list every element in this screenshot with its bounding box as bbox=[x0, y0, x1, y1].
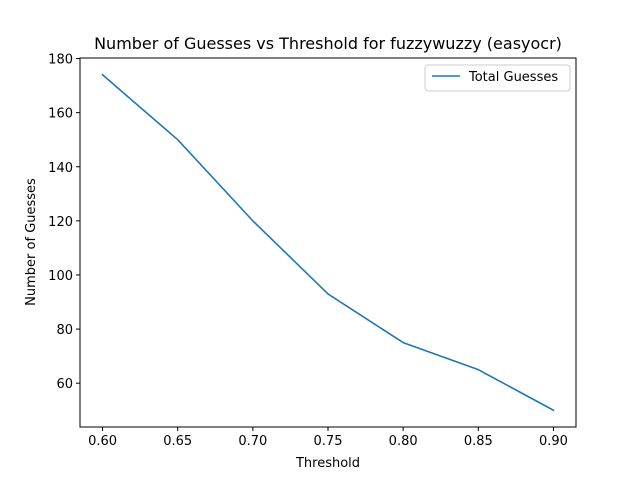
plot-area-frame bbox=[79, 57, 577, 428]
y-tick-label: 140 bbox=[48, 161, 73, 176]
x-axis-ticks: 0.60 0.65 0.70 0.75 0.80 0.85 0.90 bbox=[88, 427, 568, 449]
x-axis-label: Threshold bbox=[295, 456, 360, 471]
x-tick-label: 0.80 bbox=[389, 434, 418, 449]
y-axis-ticks: 60 80 100 120 140 160 180 bbox=[48, 53, 80, 392]
x-tick-label: 0.60 bbox=[88, 434, 117, 449]
y-tick-label: 180 bbox=[48, 53, 73, 68]
legend: Total Guesses bbox=[424, 64, 571, 92]
x-tick-label: 0.65 bbox=[163, 434, 192, 449]
y-tick-label: 60 bbox=[56, 377, 73, 392]
x-tick-label: 0.85 bbox=[464, 434, 493, 449]
x-tick-label: 0.70 bbox=[238, 434, 267, 449]
chart-title: Number of Guesses vs Threshold for fuzzy… bbox=[94, 34, 562, 53]
series-layer bbox=[101, 73, 555, 412]
y-tick-label: 120 bbox=[48, 215, 73, 230]
legend-label: Total Guesses bbox=[468, 70, 558, 85]
y-axis-label: Number of Guesses bbox=[24, 178, 39, 306]
x-tick-label: 0.90 bbox=[539, 434, 568, 449]
series-line-total-guesses bbox=[101, 73, 555, 412]
y-tick-label: 160 bbox=[48, 107, 73, 122]
y-tick-label: 80 bbox=[56, 323, 73, 338]
y-tick-label: 100 bbox=[48, 269, 73, 284]
x-tick-label: 0.75 bbox=[314, 434, 343, 449]
legend-box bbox=[424, 64, 571, 92]
